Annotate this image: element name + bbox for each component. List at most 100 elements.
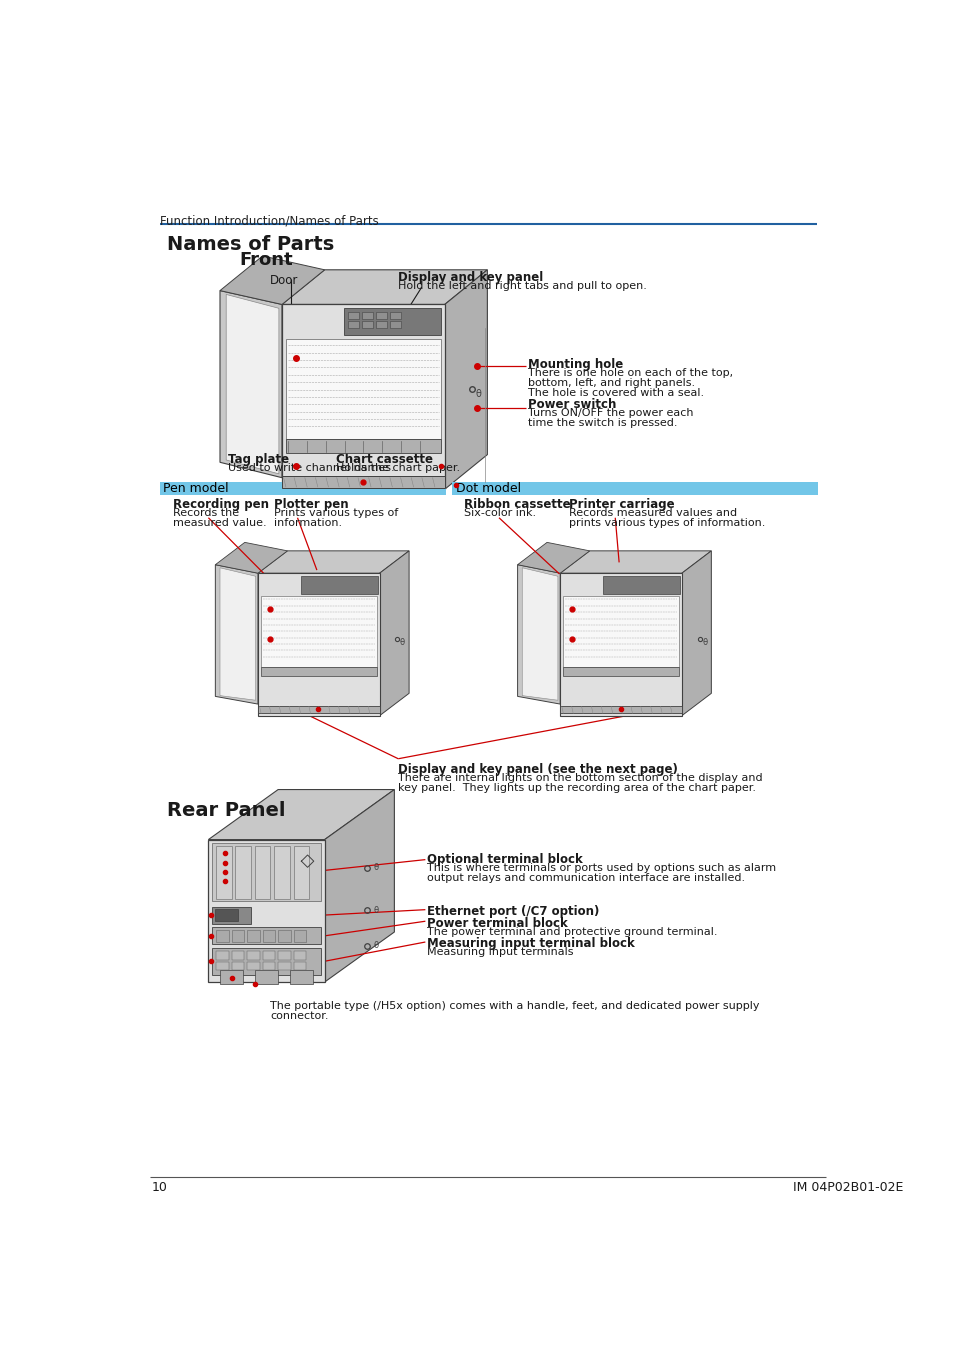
Bar [232, 930, 244, 942]
Bar [257, 706, 379, 713]
Text: connector.: connector. [270, 1011, 329, 1022]
Text: Tag plate: Tag plate [228, 454, 289, 466]
Bar [208, 840, 324, 981]
Text: Plotter pen: Plotter pen [274, 498, 349, 512]
Bar [257, 574, 379, 716]
Bar [452, 482, 818, 495]
Text: information.: information. [274, 518, 342, 528]
Polygon shape [220, 256, 324, 305]
Bar [212, 948, 320, 975]
Polygon shape [226, 294, 278, 474]
Polygon shape [379, 551, 409, 716]
Bar [390, 312, 400, 319]
Text: Display and key panel (see the next page): Display and key panel (see the next page… [397, 763, 678, 776]
Bar [286, 339, 440, 439]
Bar [214, 909, 237, 921]
Text: Records the: Records the [173, 509, 239, 518]
Text: Hold the left and right tabs and pull to open.: Hold the left and right tabs and pull to… [397, 281, 646, 292]
Text: Records measured values and: Records measured values and [568, 509, 736, 518]
Polygon shape [215, 564, 257, 705]
Text: Power terminal block: Power terminal block [427, 917, 567, 930]
Bar [261, 595, 376, 667]
Text: θ: θ [373, 906, 378, 915]
Polygon shape [681, 551, 711, 716]
Polygon shape [517, 564, 559, 705]
Polygon shape [257, 551, 409, 574]
Text: Front: Front [239, 251, 293, 269]
Text: Ethernet port (/C7 option): Ethernet port (/C7 option) [427, 904, 598, 918]
Bar [282, 477, 444, 489]
Text: Optional terminal block: Optional terminal block [427, 853, 582, 867]
Bar [216, 845, 232, 899]
Bar [290, 971, 313, 984]
Text: output relays and communication interface are installed.: output relays and communication interfac… [427, 873, 744, 883]
Text: Prints various types of: Prints various types of [274, 509, 398, 518]
Bar [294, 963, 306, 971]
Text: Measuring input terminals: Measuring input terminals [427, 948, 573, 957]
Bar [262, 952, 274, 960]
Text: measured value.: measured value. [173, 518, 267, 528]
Bar [262, 930, 274, 942]
Text: This is where terminals or ports used by options such as alarm: This is where terminals or ports used by… [427, 864, 775, 873]
Bar [247, 952, 259, 960]
Polygon shape [282, 270, 487, 305]
Bar [232, 952, 244, 960]
Text: Used to write channel names.: Used to write channel names. [228, 463, 394, 472]
Bar [282, 305, 444, 489]
Polygon shape [215, 543, 287, 574]
Bar [274, 845, 290, 899]
Polygon shape [444, 270, 487, 489]
Bar [286, 439, 440, 454]
Bar [278, 930, 291, 942]
Bar [562, 595, 679, 667]
Bar [344, 308, 440, 335]
Text: Dot model: Dot model [456, 482, 521, 495]
Text: 10: 10 [152, 1181, 168, 1193]
Bar [294, 930, 306, 942]
Text: Six-color ink.: Six-color ink. [464, 509, 536, 518]
Bar [559, 706, 681, 713]
Text: prints various types of information.: prints various types of information. [568, 518, 764, 528]
Text: Holds the chart paper.: Holds the chart paper. [335, 463, 460, 472]
Bar [220, 971, 243, 984]
Bar [159, 482, 446, 495]
Text: Measuring input terminal block: Measuring input terminal block [427, 937, 634, 950]
Bar [375, 321, 386, 328]
Text: time the switch is pressed.: time the switch is pressed. [527, 418, 677, 428]
Bar [247, 930, 259, 942]
Bar [375, 312, 386, 319]
Text: The power terminal and protective ground terminal.: The power terminal and protective ground… [427, 926, 717, 937]
Bar [278, 952, 291, 960]
Text: θ: θ [399, 637, 404, 647]
Text: θ: θ [701, 637, 706, 647]
Bar [300, 576, 377, 594]
Polygon shape [521, 568, 558, 701]
Bar [390, 321, 400, 328]
Text: Display and key panel: Display and key panel [397, 271, 543, 285]
Bar [348, 321, 358, 328]
Bar [361, 321, 373, 328]
Text: Rear Panel: Rear Panel [167, 801, 286, 819]
Bar [212, 907, 251, 923]
Bar [602, 576, 679, 594]
Bar [262, 963, 274, 971]
Bar [348, 312, 358, 319]
Polygon shape [559, 551, 711, 574]
Text: There are internal lights on the bottom section of the display and: There are internal lights on the bottom … [397, 774, 762, 783]
Polygon shape [208, 790, 394, 840]
Bar [216, 930, 229, 942]
Text: The hole is covered with a seal.: The hole is covered with a seal. [527, 389, 703, 398]
Text: Turns ON/OFF the power each: Turns ON/OFF the power each [527, 409, 693, 418]
Polygon shape [517, 543, 589, 574]
Text: IM 04P02B01-02E: IM 04P02B01-02E [793, 1181, 902, 1193]
Text: There is one hole on each of the top,: There is one hole on each of the top, [527, 369, 732, 378]
Polygon shape [324, 790, 394, 981]
Text: θ: θ [373, 941, 378, 950]
Text: Names of Parts: Names of Parts [167, 235, 335, 254]
Text: key panel.  They lights up the recording area of the chart paper.: key panel. They lights up the recording … [397, 783, 756, 794]
Text: Chart cassette: Chart cassette [335, 454, 433, 466]
Bar [278, 963, 291, 971]
Bar [232, 963, 244, 971]
Bar [212, 927, 320, 944]
Bar [247, 963, 259, 971]
